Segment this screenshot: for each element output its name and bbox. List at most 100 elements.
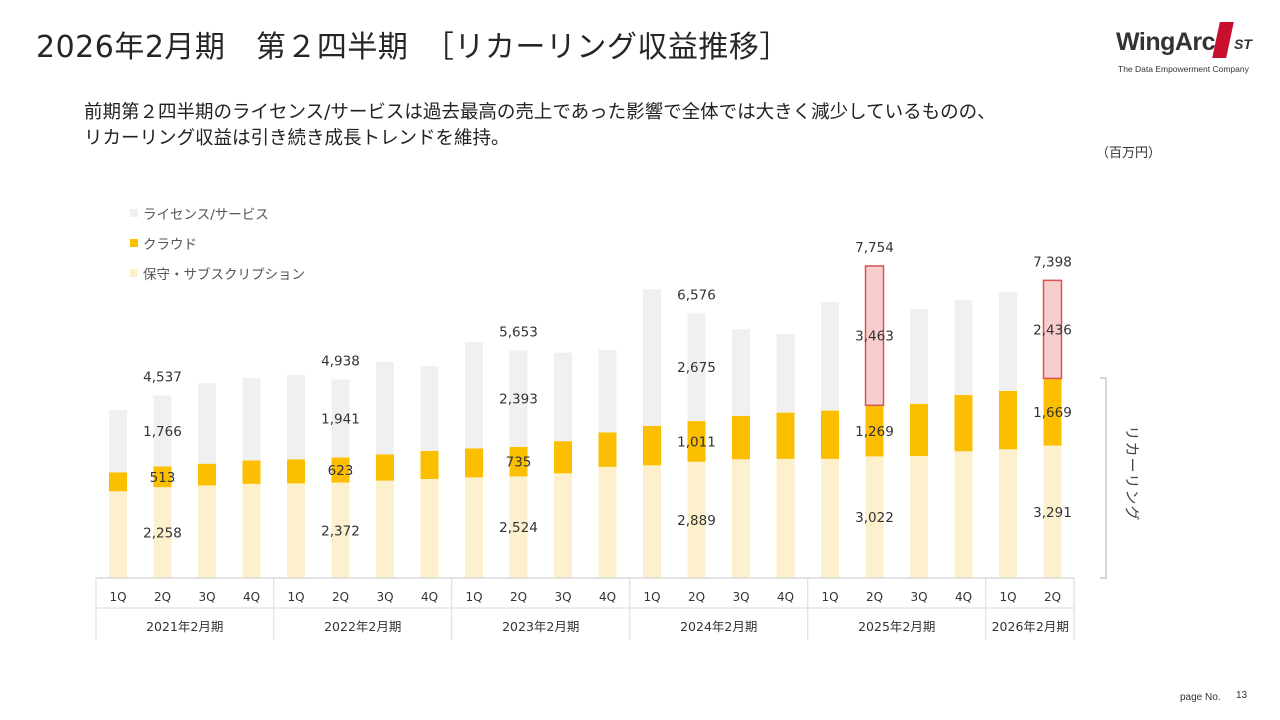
legend-swatch-cloud (130, 239, 138, 247)
bar-maintenance-9 (465, 477, 483, 578)
bar-maintenance-17 (821, 458, 839, 578)
bracket-label-char-5: ン (1123, 489, 1141, 504)
bar-cloud-5 (287, 459, 305, 484)
description-line-1: 前期第２四半期のライセンス/サービスは過去最高の売上であった影響で全体では大きく… (84, 102, 996, 123)
bar-maintenance-13 (643, 465, 661, 578)
bar-cloud-16 (776, 412, 795, 459)
bar-license-4 (242, 377, 261, 461)
bar-cloud-18 (865, 405, 884, 457)
logo-suffix: ST (1234, 36, 1252, 52)
bar-license-20 (954, 300, 973, 395)
data-label-total-3: 6,576 (677, 287, 716, 303)
data-label-license-5: 2,436 (1033, 322, 1072, 338)
legend-swatch-maintenance (130, 269, 138, 277)
bar-license-2 (153, 395, 172, 467)
x-tick-label-3: 3Q (198, 590, 215, 604)
bar-cloud-3 (198, 463, 216, 486)
bar-maintenance-20 (954, 451, 973, 578)
data-label-license-4: 3,463 (855, 329, 894, 345)
x-tick-label-4: 4Q (243, 590, 260, 604)
bar-maintenance-5 (287, 483, 305, 578)
bar-cloud-6 (331, 457, 350, 483)
bar-maintenance-22 (1043, 445, 1062, 578)
x-tick-label-13: 1Q (643, 590, 660, 604)
x-tick-label-17: 1Q (821, 590, 838, 604)
bar-cloud-1 (109, 472, 127, 492)
bar-cloud-20 (954, 394, 973, 452)
bar-maintenance-8 (420, 479, 439, 578)
bar-license-21 (999, 292, 1017, 391)
description-line-2: リカーリング収益は引き続き成長トレンドを維持。 (84, 128, 510, 149)
bracket-label-char-1: リ (1123, 425, 1141, 440)
bar-maintenance-14 (687, 461, 706, 578)
bar-cloud-12 (598, 432, 617, 467)
company-logo: WingArc ST The Data Empowerment Company (1112, 22, 1252, 78)
x-tick-label-15: 3Q (732, 590, 749, 604)
logo-tagline: The Data Empowerment Company (1118, 64, 1249, 74)
bar-license-3 (198, 383, 216, 464)
bar-maintenance-6 (331, 482, 350, 578)
x-tick-label-9: 1Q (465, 590, 482, 604)
bar-license-11 (554, 352, 572, 442)
x-group-label-3: 2023年2月期 (502, 619, 579, 634)
bar-license-5 (287, 374, 305, 460)
bar-maintenance-18 (865, 456, 884, 578)
x-tick-label-12: 4Q (599, 590, 616, 604)
logo-wordmark: WingArc (1116, 28, 1216, 56)
data-label-total-5: 7,398 (1033, 254, 1072, 270)
x-tick-label-18: 2Q (866, 590, 883, 604)
x-tick-label-21: 1Q (999, 590, 1016, 604)
footer-page-number: 13 (1236, 690, 1248, 701)
x-tick-label-16: 4Q (777, 590, 794, 604)
bar-maintenance-11 (554, 473, 572, 578)
x-tick-label-19: 3Q (910, 590, 927, 604)
data-label-maintenance-4: 3,022 (855, 510, 894, 526)
bar-cloud-21 (999, 390, 1017, 450)
data-label-cloud-0: 513 (150, 470, 176, 486)
bar-license-8 (420, 366, 439, 451)
x-tick-label-22: 2Q (1044, 590, 1061, 604)
bracket-label-char-6: グ (1123, 505, 1141, 520)
bar-cloud-11 (554, 441, 572, 474)
data-label-maintenance-1: 2,372 (321, 523, 360, 539)
x-group-label-1: 2021年2月期 (146, 619, 223, 634)
data-label-maintenance-3: 2,889 (677, 513, 716, 529)
bar-license-17 (821, 301, 839, 411)
legend-swatch-license (130, 209, 138, 217)
x-group-label-5: 2025年2月期 (858, 619, 935, 634)
x-tick-label-5: 1Q (287, 590, 304, 604)
bar-maintenance-21 (999, 449, 1017, 578)
bar-cloud-8 (420, 450, 439, 479)
data-label-license-0: 1,766 (143, 424, 182, 440)
data-label-license-1: 1,941 (321, 411, 360, 427)
bar-license-6 (331, 379, 350, 458)
data-label-total-0: 4,537 (143, 369, 182, 385)
bracket-label-char-4: リ (1123, 473, 1141, 488)
data-label-total-4: 7,754 (855, 240, 894, 256)
bracket-label-char-3: ー (1123, 457, 1141, 472)
data-label-license-2: 2,393 (499, 392, 538, 408)
data-label-maintenance-2: 2,524 (499, 520, 538, 536)
description: 前期第２四半期のライセンス/サービスは過去最高の売上であった影響で全体では大きく… (84, 100, 996, 152)
page-title: 2026年2月期 第２四半期 ［リカーリング収益推移］ (36, 30, 790, 65)
bar-maintenance-12 (598, 466, 617, 578)
x-tick-label-10: 2Q (510, 590, 527, 604)
legend-label-cloud: クラウド (143, 237, 197, 253)
data-label-cloud-4: 1,269 (855, 424, 894, 440)
bar-maintenance-1 (109, 491, 127, 578)
bar-maintenance-4 (242, 483, 261, 578)
footer-page-label: page No. (1180, 692, 1221, 703)
bar-maintenance-16 (776, 458, 795, 578)
bar-license-14 (687, 313, 706, 422)
data-label-cloud-3: 1,011 (677, 434, 716, 450)
bar-cloud-9 (465, 448, 483, 478)
bar-cloud-7 (376, 454, 394, 481)
x-group-label-4: 2024年2月期 (680, 619, 757, 634)
x-tick-label-1: 1Q (109, 590, 126, 604)
x-group-label-2: 2022年2月期 (324, 619, 401, 634)
highlight-box-18 (864, 265, 885, 407)
data-label-cloud-1: 623 (328, 463, 354, 479)
bar-cloud-17 (821, 410, 839, 459)
bar-license-19 (910, 309, 928, 404)
x-group-label-6: 2026年2月期 (992, 619, 1069, 634)
